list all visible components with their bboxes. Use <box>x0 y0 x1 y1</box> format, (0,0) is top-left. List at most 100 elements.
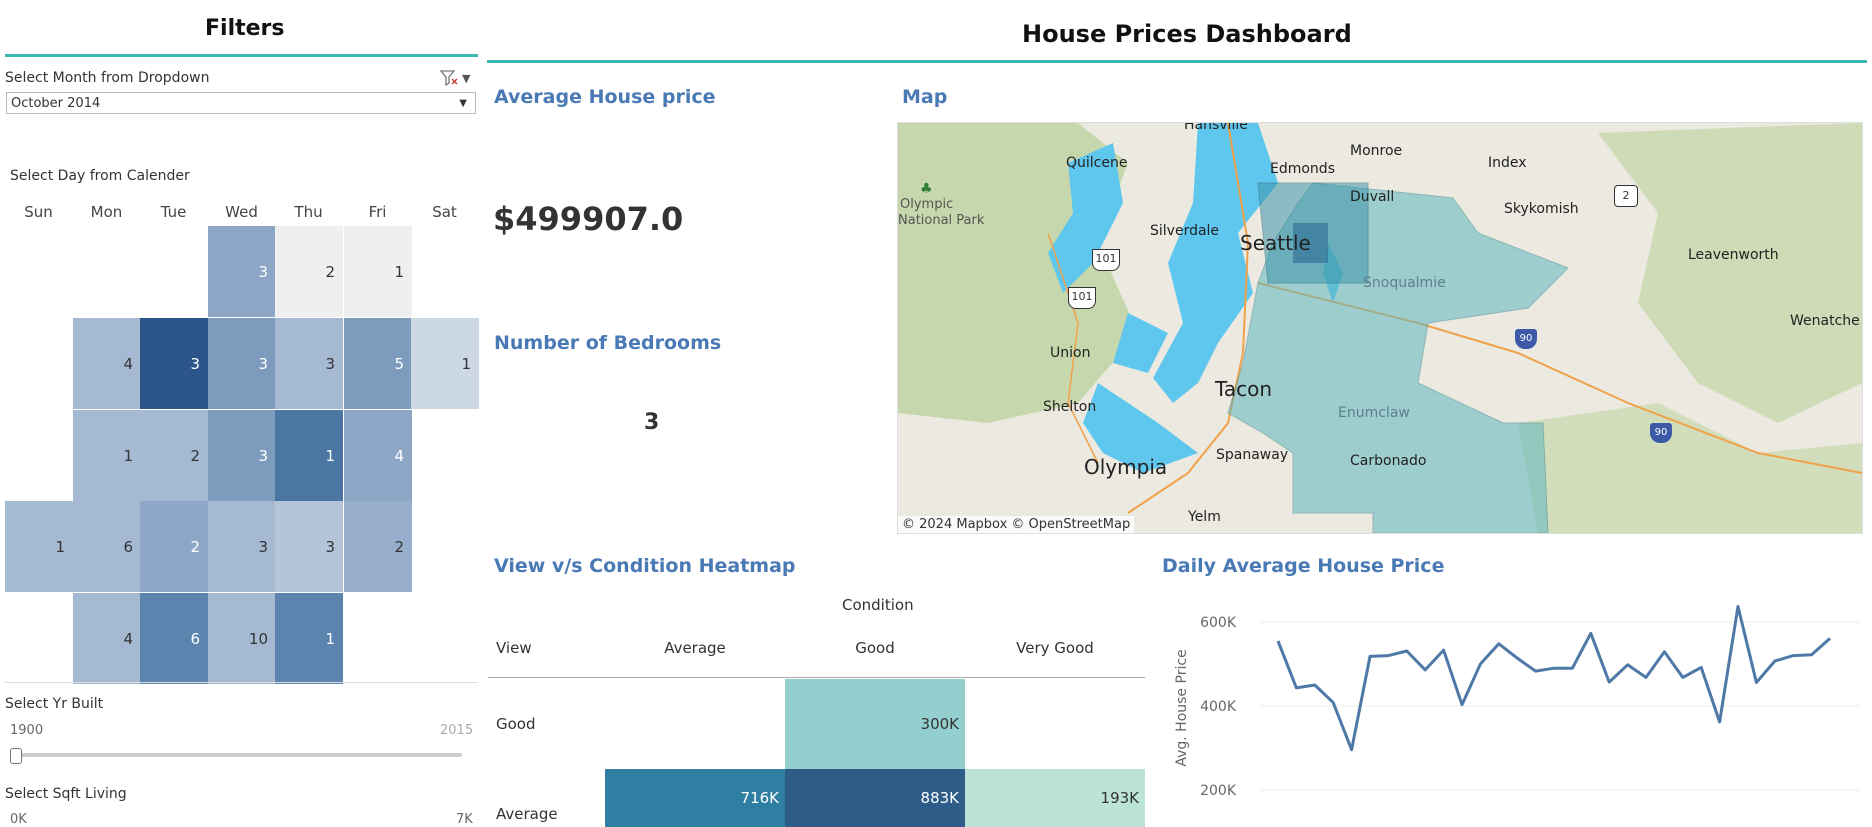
calendar-day-cell[interactable]: 3 <box>275 318 343 409</box>
map-attribution[interactable]: © 2024 Mapbox © OpenStreetMap <box>898 516 1135 533</box>
map-label-hansville: Hansville <box>1184 122 1248 133</box>
daily-price-point[interactable] <box>1734 602 1742 610</box>
daily-price-point[interactable] <box>1476 660 1484 668</box>
daily-price-point[interactable] <box>1329 699 1337 707</box>
avg-price-value: $499907.0 <box>493 200 684 238</box>
daily-price-point[interactable] <box>1642 673 1650 681</box>
daily-price-point[interactable] <box>1421 666 1429 674</box>
clear-filter-icon[interactable] <box>439 70 458 87</box>
map-label-union: Union <box>1050 345 1091 361</box>
daily-price-point[interactable] <box>1771 657 1779 665</box>
calendar-day-cell[interactable]: 1 <box>344 226 412 317</box>
calendar-day-cell[interactable]: 2 <box>140 501 208 592</box>
calendar-day-cell[interactable]: 1 <box>411 318 479 409</box>
calendar-day-cell[interactable]: 1 <box>5 501 73 592</box>
calendar-day-cell[interactable]: 3 <box>208 226 276 317</box>
bedrooms-value: 3 <box>644 410 660 435</box>
heatmap-cell[interactable] <box>605 679 785 769</box>
calendar-day-cell[interactable]: 5 <box>344 318 412 409</box>
filter-menu-chevron-icon[interactable]: ▼ <box>462 72 471 85</box>
daily-price-point[interactable] <box>1274 637 1282 645</box>
daily-price-point[interactable] <box>1587 629 1595 637</box>
calendar-day-cell[interactable]: 6 <box>73 501 141 592</box>
daily-price-point[interactable] <box>1292 684 1300 692</box>
heatmap-column-header: Average <box>664 639 726 657</box>
daily-price-line[interactable] <box>1276 605 1831 752</box>
daily-price-point[interactable] <box>1716 718 1724 726</box>
heatmap-cell[interactable]: 193K <box>965 769 1145 827</box>
daily-price-point[interactable] <box>1752 678 1760 686</box>
daily-price-point[interactable] <box>1495 640 1503 648</box>
daily-price-point[interactable] <box>1789 652 1797 660</box>
daily-price-point[interactable] <box>1679 673 1687 681</box>
heatmap-row-label: Average <box>496 805 558 823</box>
daily-price-point[interactable] <box>1660 648 1668 656</box>
calendar-day-cell[interactable]: 1 <box>275 593 343 684</box>
heatmap-cell[interactable]: 883K <box>785 769 965 827</box>
daily-price-point[interactable] <box>1532 667 1540 675</box>
daily-price-point[interactable] <box>1458 701 1466 709</box>
daily-price-point[interactable] <box>1384 652 1392 660</box>
calendar-day-cell[interactable]: 1 <box>73 410 141 501</box>
daily-price-point[interactable] <box>1348 746 1356 754</box>
calendar-day-cell[interactable]: 1 <box>275 410 343 501</box>
highway-101-number: 101 <box>1071 290 1093 303</box>
calendar-day-cell[interactable]: 3 <box>275 501 343 592</box>
calendar-day-cell[interactable]: 4 <box>344 410 412 501</box>
yr-built-slider-handle[interactable] <box>10 748 22 764</box>
heatmap-cell[interactable]: 300K <box>785 679 965 769</box>
calendar-day-cell[interactable]: 2 <box>275 226 343 317</box>
calendar-day-cell[interactable]: 6 <box>140 593 208 684</box>
heatmap-cell[interactable]: 716K <box>605 769 785 827</box>
daily-price-point[interactable] <box>1403 647 1411 655</box>
sqft-living-label: Select Sqft Living <box>5 786 127 802</box>
map-label-olympic: Olympic <box>900 197 954 212</box>
heatmap-column-header: Good <box>855 639 895 657</box>
map-label-yelm: Yelm <box>1188 509 1221 525</box>
daily-price-point[interactable] <box>1311 681 1319 689</box>
daily-price-point[interactable] <box>1513 654 1521 662</box>
highway-101-shield-icon: 101 <box>1092 249 1120 271</box>
daily-price-point[interactable] <box>1550 664 1558 672</box>
highway-101-number: 101 <box>1095 252 1117 265</box>
y-tick-label: 400K <box>1200 699 1237 715</box>
heatmap-cell[interactable] <box>965 679 1145 769</box>
day-filter-label: Select Day from Calender <box>10 168 190 184</box>
bedrooms-title: Number of Bedrooms <box>494 332 722 354</box>
filters-title-rule <box>5 54 478 57</box>
interstate-90-number: 90 <box>1519 333 1533 344</box>
daily-price-point[interactable] <box>1697 663 1705 671</box>
calendar-day-cell[interactable]: 2 <box>344 501 412 592</box>
daily-price-point[interactable] <box>1808 651 1816 659</box>
weekday-wed: Wed <box>225 203 258 221</box>
daily-price-point[interactable] <box>1568 664 1576 672</box>
map-label-enumclaw: Enumclaw <box>1338 405 1410 421</box>
calendar-day-cell[interactable]: 3 <box>140 318 208 409</box>
map-label-monroe: Monroe <box>1350 143 1403 159</box>
line-chart-title: Daily Average House Price <box>1162 555 1445 577</box>
dropdown-caret-icon: ▼ <box>459 98 467 109</box>
daily-price-point[interactable] <box>1605 678 1613 686</box>
region-map[interactable]: Hansville Quilcene Edmonds Monroe Index … <box>897 122 1863 534</box>
sqft-living-max: 7K <box>456 812 473 827</box>
calendar-day-cell[interactable]: 3 <box>208 410 276 501</box>
calendar-day-cell[interactable]: 3 <box>208 318 276 409</box>
calendar-day-cell[interactable]: 2 <box>140 410 208 501</box>
map-label-skykomish: Skykomish <box>1504 201 1579 217</box>
daily-price-point[interactable] <box>1826 634 1834 642</box>
interstate-90-shield-icon: 90 <box>1650 423 1672 443</box>
daily-price-point[interactable] <box>1624 661 1632 669</box>
heatmap-condition-axis-label: Condition <box>842 596 914 614</box>
month-dropdown[interactable]: October 2014 ▼ <box>6 92 476 114</box>
calendar-day-cell[interactable]: 10 <box>208 593 276 684</box>
yr-built-slider-track[interactable] <box>12 753 462 757</box>
map-label-carbonado: Carbonado <box>1350 453 1427 469</box>
calendar-day-cell[interactable]: 3 <box>208 501 276 592</box>
map-label-tacoma: Tacon <box>1215 377 1273 401</box>
map-label-national-park: National Park <box>898 213 985 228</box>
calendar-day-cell[interactable]: 4 <box>73 593 141 684</box>
map-label-duvall: Duvall <box>1350 189 1395 205</box>
daily-price-point[interactable] <box>1366 652 1374 660</box>
daily-price-point[interactable] <box>1440 646 1448 654</box>
calendar-day-cell[interactable]: 4 <box>73 318 141 409</box>
